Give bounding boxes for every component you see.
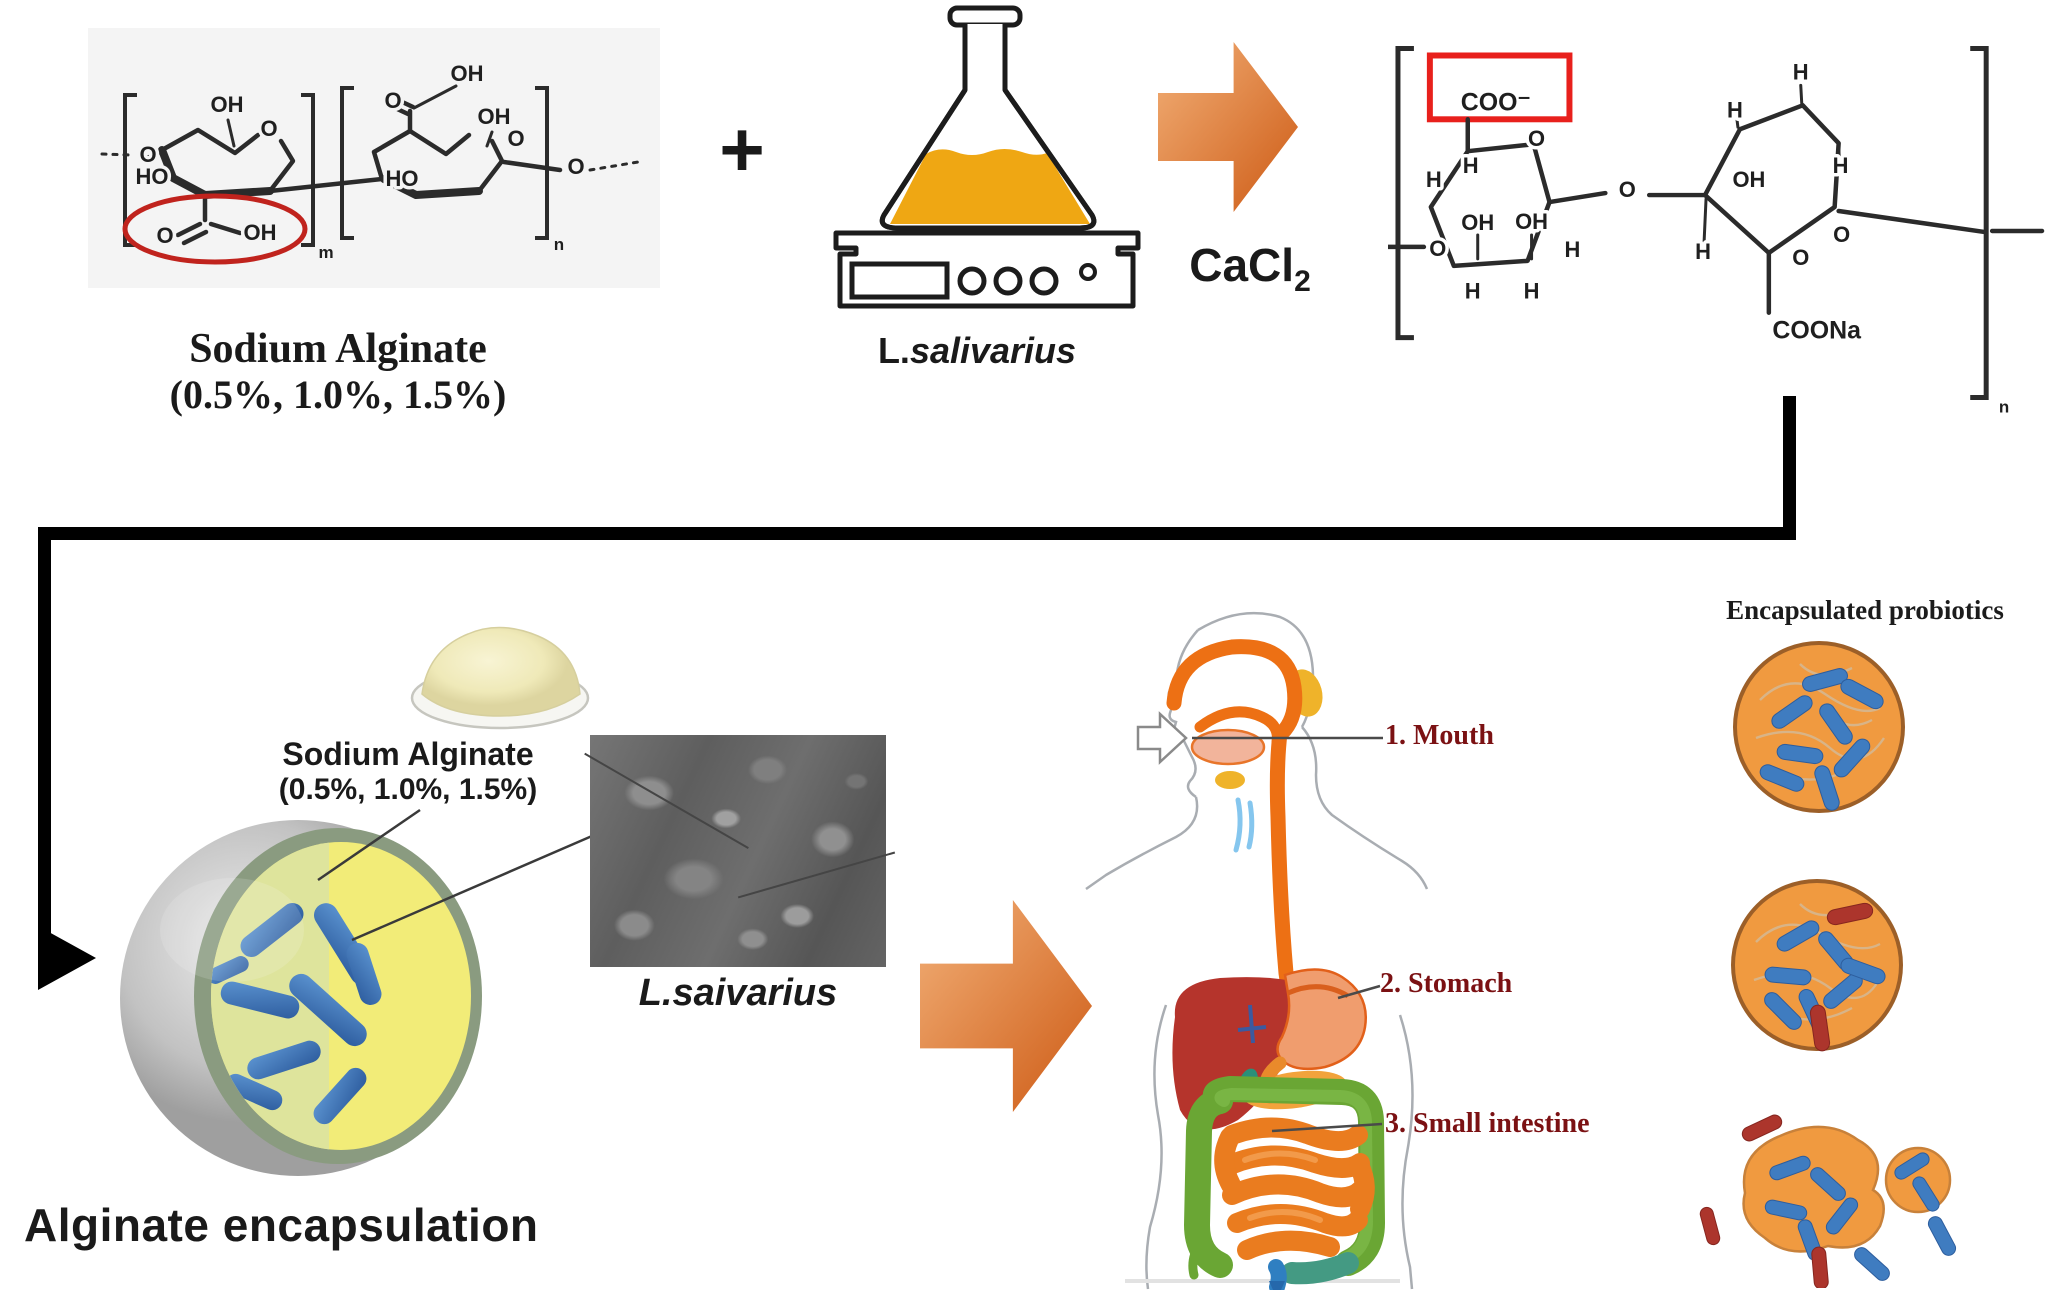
connector-line-vertical-right (1783, 396, 1796, 540)
atom-label: OH (478, 104, 511, 129)
erlenmeyer-flask-icon (833, 5, 1141, 309)
atom-label: OH (244, 220, 277, 245)
atom-label: H (1463, 153, 1479, 178)
atom-label: O (1429, 236, 1446, 261)
alginate-powder-dish-icon (410, 626, 590, 730)
stomach (1276, 968, 1367, 1071)
atom-label: O (567, 154, 584, 179)
label-stomach: 2. Stomach (1380, 968, 1513, 999)
digestive-system-illustration (1085, 611, 1429, 1290)
bead-bacteria-group (211, 902, 382, 1125)
subscript-n: n (1999, 397, 2009, 415)
coo-highlight-box (1426, 52, 1573, 123)
sem-label-species: saivarius (672, 972, 838, 1014)
hotplate-indicator (1079, 263, 1097, 281)
connector-line-vertical-left (38, 527, 51, 967)
atom-label: O (1792, 245, 1809, 270)
esophagus (1269, 725, 1296, 995)
coo-label: COO⁻ (1461, 88, 1531, 116)
coona-label: COONa (1772, 317, 1862, 345)
flow-arrow-icon (920, 900, 1092, 1112)
cacl2-subscript: 2 (1294, 265, 1311, 299)
mouth-esophagus (1166, 639, 1323, 995)
flask-label-species: salivarius (909, 330, 1077, 371)
alginate-encapsulation-title: Alginate encapsulation (24, 1199, 539, 1251)
salivary-gland (1215, 771, 1245, 789)
powder-caption: Sodium Alginate (0.5%, 1.0%, 1.5%) (238, 736, 578, 807)
flask-label: L.salivarius (812, 330, 1142, 372)
atom-label: O (1833, 222, 1850, 247)
atom-label: O (1528, 126, 1545, 151)
atom-label: OH (1515, 209, 1548, 234)
capsule-bacteria (1764, 902, 1886, 1052)
powder-caption-line1: Sodium Alginate (282, 736, 534, 772)
powder-caption-line2: (0.5%, 1.0%, 1.5%) (278, 772, 538, 806)
probiotic-capsule-stage3-released-icon (1699, 1114, 1957, 1288)
atom-label: HO (136, 164, 169, 189)
rectum (1269, 1281, 1285, 1290)
atom-label: O (1619, 177, 1636, 202)
atom-label: H (1793, 59, 1809, 84)
sem-label-genus: L. (638, 972, 673, 1014)
sodium-alginate-structure-panel: m n O OH O HO O OH O OH OH HO O O (88, 28, 660, 288)
sodium-alginate-caption: Sodium Alginate (0.5%, 1.0%, 1.5%) (88, 326, 588, 418)
atom-label: HO (386, 166, 419, 191)
sem-label: L.saivarius (590, 972, 886, 1015)
subscript-n: n (554, 235, 564, 254)
atom-label: H (1524, 279, 1540, 304)
plus-sign: + (719, 105, 765, 193)
connector-line-horizontal (38, 527, 1796, 540)
stomach-callout-line (1337, 984, 1381, 1000)
down-left-connector-arrowhead-icon (38, 926, 96, 990)
atom-label: H (1727, 97, 1743, 122)
small-intestine (1214, 1117, 1375, 1260)
released-bacteria (1699, 1114, 1957, 1288)
sodium-alginate-caption-line1: Sodium Alginate (189, 326, 487, 372)
atom-label: OH (1461, 210, 1494, 235)
probiotic-capsule-stage2-icon (1731, 879, 1903, 1052)
sem-micrograph-image (590, 735, 886, 967)
atom-label: H (1426, 167, 1442, 192)
hotplate-knob (957, 266, 987, 296)
flask-label-genus: L. (877, 330, 910, 371)
small-intestine-callout-line (1271, 1122, 1383, 1133)
cacl2-label: CaCl2 (1170, 238, 1330, 299)
label-small-intestine: 3. Small intestine (1385, 1108, 1590, 1139)
subscript-m: m (318, 243, 333, 262)
hotplate-knob (1029, 266, 1059, 296)
atom-label: OH (451, 61, 484, 86)
atom-label: O (156, 223, 173, 248)
atom-label: O (260, 116, 277, 141)
reaction-arrow-icon (1158, 42, 1298, 212)
label-mouth: 1. Mouth (1385, 720, 1494, 751)
probiotic-capsule-stage1-icon (1733, 641, 1905, 813)
atom-label: OH (1732, 167, 1765, 192)
atom-label: O (507, 126, 524, 151)
body-outline (1085, 611, 1429, 1290)
cacl2-formula: CaCl (1189, 239, 1295, 291)
sodium-alginate-caption-line2: (0.5%, 1.0%, 1.5%) (169, 372, 507, 418)
atom-label: O (384, 88, 401, 113)
atom-label: H (1465, 279, 1481, 304)
alginate-bead-cutaway-icon (120, 820, 482, 1176)
atom-label: H (1833, 153, 1849, 178)
large-intestine (1184, 1076, 1385, 1290)
atom-label: H (1695, 239, 1711, 264)
encapsulated-probiotics-title: Encapsulated probiotics (1726, 595, 2004, 625)
atom-label: H (1565, 237, 1581, 262)
capsule-bacteria (1759, 668, 1884, 811)
hotplate-knob (993, 266, 1023, 296)
atom-label: OH (211, 92, 244, 117)
hotplate-display (849, 261, 950, 300)
atom-label: O (139, 142, 156, 167)
mouth-pointer-arrow-icon (1136, 711, 1188, 765)
